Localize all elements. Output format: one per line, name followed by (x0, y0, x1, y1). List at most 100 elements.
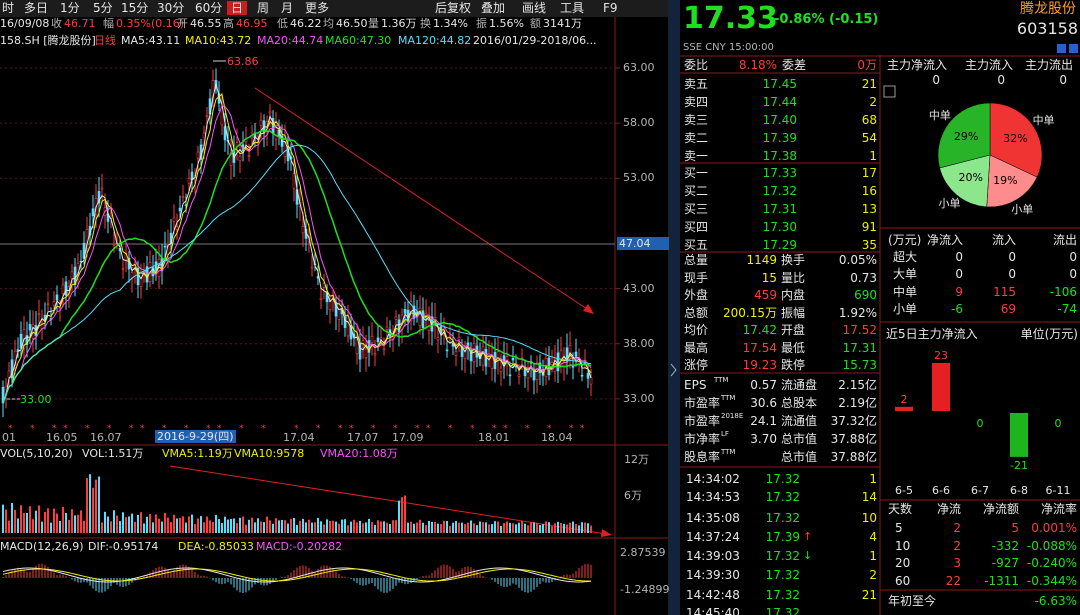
vol-bar (224, 516, 226, 533)
book-label: 卖二 (684, 131, 709, 145)
candle-body (397, 319, 401, 333)
vol-bar (368, 518, 370, 533)
x-tick-label: 6-6 (932, 484, 950, 497)
vol-bar (377, 520, 379, 533)
candle-body (364, 348, 368, 358)
vol-bar (143, 523, 145, 533)
icon[interactable] (1057, 44, 1066, 53)
vol-bar (122, 512, 124, 533)
ma-label: MA10:43.72 (185, 34, 252, 47)
info-value: 46.55 (190, 17, 222, 30)
candle-body (511, 357, 515, 361)
bar-value-label: 0 (976, 417, 984, 430)
tab[interactable]: 月 (281, 1, 294, 15)
fund-sup: TTM (721, 394, 736, 402)
tool-button[interactable]: F9 (603, 1, 618, 15)
tab[interactable]: 更多 (305, 1, 330, 15)
info-label: 幅 (103, 17, 114, 30)
event-marker: * (129, 424, 134, 434)
trade-price: 17.32 (765, 490, 800, 504)
tab[interactable]: 15分 (121, 1, 149, 15)
tab[interactable]: 时 (2, 1, 15, 15)
vol-bar (215, 514, 217, 533)
vol-bar (230, 518, 232, 533)
trade-price: 17.32 (765, 568, 800, 582)
candle-body (337, 302, 341, 320)
vol-bar (47, 508, 49, 533)
vol-bar (488, 524, 490, 533)
candle-body (445, 349, 449, 352)
vol-bar (347, 525, 349, 533)
candle-body (37, 313, 41, 316)
book-label: 买五 (684, 238, 709, 252)
event-marker: * (107, 424, 112, 434)
vol-bar (137, 515, 139, 533)
vol-bar (533, 522, 535, 533)
fund-sup: TTM (714, 376, 729, 384)
event-marker: * (349, 424, 354, 434)
event-marker: * (415, 424, 420, 434)
tool-button[interactable]: 后复权 (435, 1, 472, 15)
candle-body (151, 267, 155, 277)
tab[interactable]: 30分 (157, 1, 185, 15)
pie-value-label: 19% (993, 173, 1018, 187)
vol-title: VOL(5,10,20) (0, 447, 73, 460)
fund-sup: TTM (721, 448, 736, 456)
table-cell: 5 (1011, 521, 1019, 535)
vol-bar (185, 522, 187, 533)
info-label: 量 (368, 17, 379, 30)
table-cell: -106 (1049, 284, 1077, 299)
vol-bar (95, 479, 97, 533)
vol-bar (389, 523, 391, 533)
candle-body (55, 294, 59, 301)
vol-bar (173, 514, 175, 533)
vol-bar (263, 522, 265, 533)
vol-bar (494, 521, 496, 533)
tab[interactable]: 5分 (93, 1, 113, 15)
info-label: 振 (476, 17, 487, 30)
tab[interactable]: 60分 (195, 1, 223, 15)
last-price: 17.33 (683, 1, 778, 36)
vol-bar (212, 521, 214, 533)
vol-bar (587, 523, 589, 533)
vol-bar (203, 522, 205, 533)
vol-bar (473, 523, 475, 533)
tool-button[interactable]: 画线 (522, 1, 547, 15)
vol-bar (518, 522, 520, 533)
candle-body (550, 361, 554, 365)
trade-time: 14:45:40 (686, 606, 740, 615)
vol-bar (89, 474, 91, 533)
x-tick-label: 16.05 (46, 431, 78, 444)
vol-bar (353, 519, 355, 533)
tab[interactable]: 多日 (24, 1, 49, 15)
ma-line (2, 130, 592, 404)
candle-body (28, 324, 32, 331)
tool-button[interactable]: 叠加 (481, 1, 506, 15)
tool-button[interactable]: 工具 (560, 1, 585, 15)
vol-bar (440, 524, 442, 533)
tab[interactable]: 1分 (60, 1, 80, 15)
bar-value-label: -21 (1010, 458, 1028, 472)
help-icon[interactable] (883, 85, 896, 98)
vol-bar (446, 520, 448, 533)
tab[interactable]: 周 (257, 1, 270, 15)
vol-bar (23, 513, 25, 533)
candle-body (301, 226, 305, 234)
vol-bar (155, 514, 157, 533)
vol-bar (14, 509, 16, 533)
bar-title: 近5日主力净流入 (886, 327, 978, 341)
stat-value: 19.23 (742, 358, 777, 372)
vol-bar (317, 517, 319, 533)
icon[interactable] (1069, 44, 1078, 53)
candle-body (343, 316, 347, 328)
candle-body (46, 303, 50, 306)
vol-bar (452, 522, 454, 533)
ytd-value: -6.63% (1034, 594, 1077, 608)
table-cell: -1311 (984, 574, 1019, 589)
tab[interactable]: 日 (227, 1, 248, 15)
event-marker: * (371, 424, 376, 434)
vol-bar (11, 502, 13, 533)
book-price: 17.31 (762, 202, 797, 216)
vol-bar (287, 523, 289, 533)
table-cell: 超大 (893, 250, 918, 264)
